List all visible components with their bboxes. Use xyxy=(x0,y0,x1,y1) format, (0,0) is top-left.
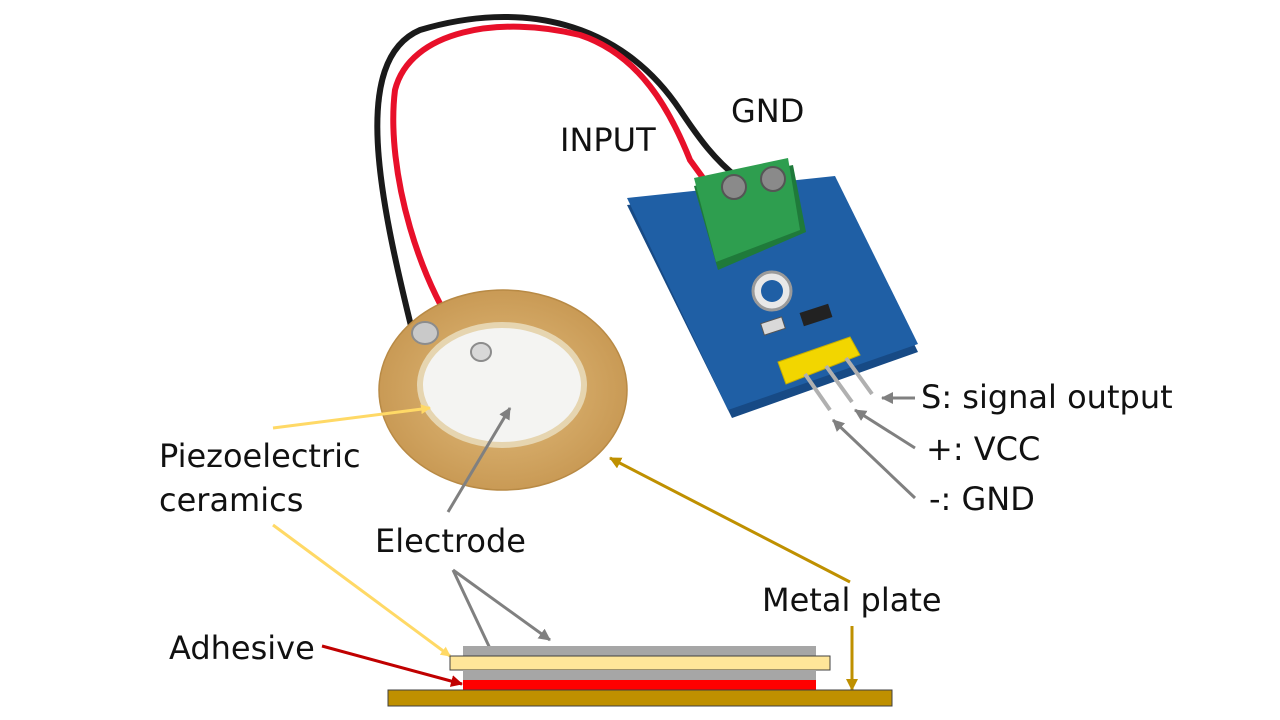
layer-top-electrode xyxy=(463,646,816,656)
label-metal-plate: Metal plate xyxy=(762,581,942,619)
red-wire xyxy=(390,23,709,353)
sensor-module xyxy=(627,158,918,418)
piezo-arrow-bottom xyxy=(272,523,451,658)
label-adhesive: Adhesive xyxy=(169,629,315,667)
layer-metal-plate xyxy=(387,689,893,707)
label-signal-output: S: signal output xyxy=(921,378,1173,416)
electrode-arrow-layer-top xyxy=(452,568,551,642)
pin-arrows xyxy=(831,392,917,500)
black-wire xyxy=(374,14,741,333)
wires xyxy=(374,14,741,353)
piezo-disc xyxy=(378,289,628,491)
vcc-arrow xyxy=(854,408,916,450)
label-arrows xyxy=(272,404,858,691)
piezo-arrow-top xyxy=(272,404,431,430)
pin-1 xyxy=(803,372,832,412)
terminal-screw-2 xyxy=(760,166,786,192)
label-electrode: Electrode xyxy=(375,522,526,560)
adhesive-arrow xyxy=(321,644,463,687)
mounting-hole-inner xyxy=(761,280,783,302)
pin-3 xyxy=(844,356,874,396)
terminal-screw-1 xyxy=(721,174,747,200)
label-piezo-line1: Piezoelectric xyxy=(159,437,361,475)
label-vcc: +: VCC xyxy=(926,430,1041,468)
metal-plate-arrow-disc xyxy=(609,456,851,584)
gnd-pin-arrow xyxy=(831,418,917,500)
layer-bottom-electrode xyxy=(463,670,816,680)
label-piezo-line2: ceramics xyxy=(159,481,304,519)
layer-stack xyxy=(387,646,893,707)
solder-point-2 xyxy=(470,342,492,362)
layer-adhesive xyxy=(463,680,816,690)
solder-point-1 xyxy=(411,321,439,345)
ceramic-layer xyxy=(417,322,587,448)
smd-diode xyxy=(799,303,833,327)
pin-header xyxy=(777,336,861,385)
label-input: INPUT xyxy=(560,121,656,159)
pin-2 xyxy=(824,364,854,404)
electrode-arrow-top xyxy=(446,407,512,513)
layer-ceramic xyxy=(449,655,831,671)
label-gnd-top: GND xyxy=(731,92,805,130)
label-gnd-pin: -: GND xyxy=(929,480,1035,518)
smd-resistor xyxy=(760,316,786,336)
